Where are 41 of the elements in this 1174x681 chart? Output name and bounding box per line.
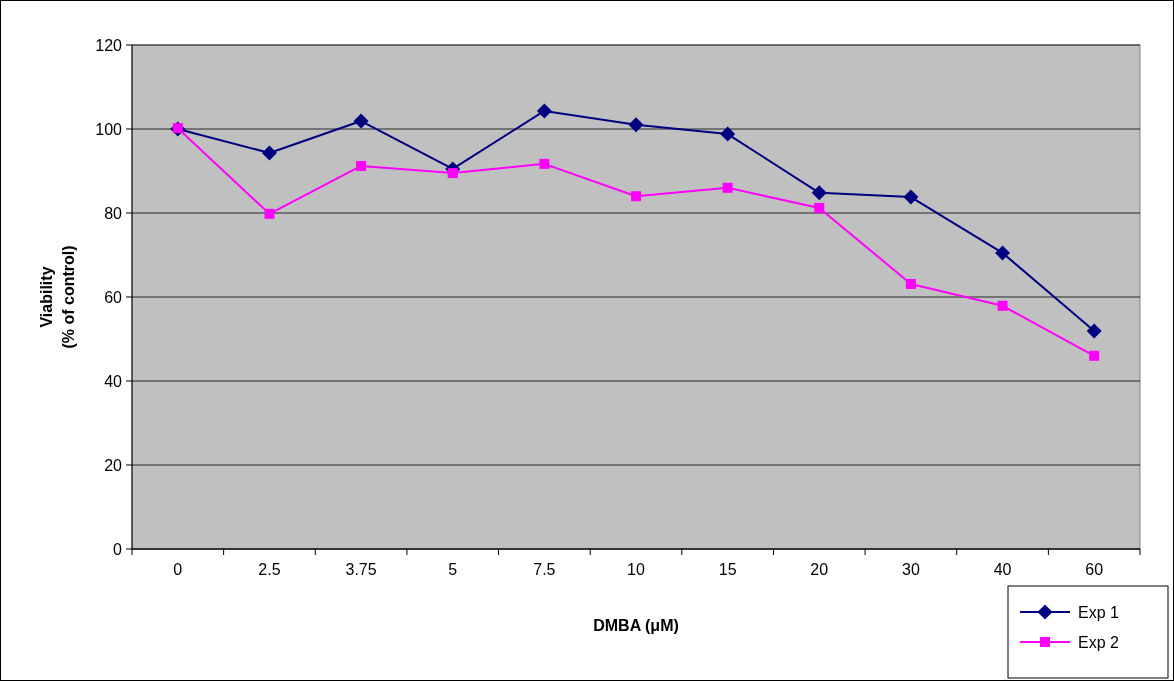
point — [631, 191, 641, 202]
y-tick-label: 120 — [95, 36, 123, 54]
legend-label: Exp 1 — [1078, 603, 1120, 621]
point — [447, 168, 458, 179]
point — [628, 117, 644, 133]
x-tick-label: 5 — [448, 561, 458, 578]
x-tick-label: 2.5 — [258, 561, 281, 578]
x-tick-label: 30 — [902, 561, 920, 578]
x-tick-label: 3.75 — [345, 561, 377, 578]
point — [264, 208, 275, 219]
y-tick-label: 80 — [104, 204, 123, 222]
x-tick-label: 60 — [1085, 561, 1104, 578]
point — [905, 278, 916, 289]
x-tick-label: 15 — [718, 561, 737, 578]
point — [997, 300, 1008, 311]
point — [995, 245, 1011, 261]
point — [811, 185, 827, 201]
x-tick-label: 40 — [993, 561, 1012, 578]
point — [1086, 323, 1102, 339]
point — [903, 189, 919, 205]
y-tick-label: 100 — [95, 120, 123, 138]
point — [1089, 350, 1100, 361]
point — [353, 113, 369, 129]
x-tick-label: 7.5 — [533, 561, 556, 578]
y-tick-label: 20 — [104, 456, 123, 474]
point — [539, 158, 550, 169]
y-tick-label: 40 — [104, 372, 123, 390]
y-axis-title: Viability (% of control) — [38, 245, 77, 349]
point — [536, 103, 552, 119]
x-axis-title: DMBA (μM) — [593, 617, 679, 634]
point — [814, 202, 825, 213]
x-tick-label: 20 — [810, 561, 829, 578]
y-tick-label: 60 — [104, 288, 123, 306]
x-tick-label: 0 — [173, 561, 183, 578]
legend-label: Exp 2 — [1078, 633, 1120, 651]
point — [356, 160, 367, 171]
x-tick-label: 10 — [627, 561, 645, 578]
y-tick-label: 0 — [113, 540, 123, 558]
point — [722, 182, 733, 193]
point — [261, 145, 277, 161]
point — [720, 126, 736, 142]
